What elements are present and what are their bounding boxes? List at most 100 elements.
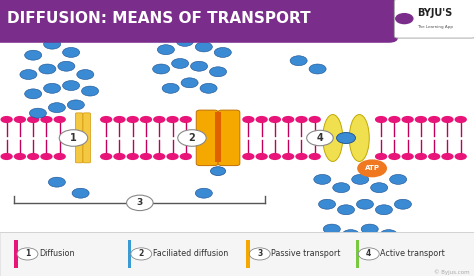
Text: The Learning App: The Learning App — [417, 25, 453, 29]
Circle shape — [48, 103, 65, 113]
Circle shape — [59, 130, 88, 146]
Circle shape — [82, 86, 99, 96]
FancyBboxPatch shape — [394, 0, 474, 38]
Text: 4: 4 — [366, 250, 372, 258]
Circle shape — [282, 116, 294, 123]
Circle shape — [153, 116, 165, 123]
FancyBboxPatch shape — [83, 113, 91, 163]
Circle shape — [72, 188, 89, 198]
Ellipse shape — [323, 115, 343, 161]
Circle shape — [390, 174, 407, 184]
Circle shape — [63, 81, 80, 91]
Circle shape — [371, 183, 388, 193]
Text: Diffusion: Diffusion — [39, 250, 74, 258]
Circle shape — [127, 116, 139, 123]
Text: 3: 3 — [257, 250, 263, 258]
Bar — [14, 240, 18, 268]
Bar — [356, 240, 359, 268]
Circle shape — [394, 199, 411, 209]
Circle shape — [210, 67, 227, 77]
Circle shape — [441, 153, 454, 160]
Circle shape — [307, 130, 333, 146]
Circle shape — [255, 116, 268, 123]
Circle shape — [100, 153, 112, 160]
Circle shape — [172, 59, 189, 68]
Circle shape — [356, 199, 374, 209]
Circle shape — [195, 188, 212, 198]
Circle shape — [210, 167, 226, 176]
Circle shape — [214, 47, 231, 57]
Circle shape — [333, 183, 350, 193]
Circle shape — [309, 116, 321, 123]
Circle shape — [166, 116, 179, 123]
Circle shape — [181, 78, 198, 88]
Text: Faciliated diffusion: Faciliated diffusion — [153, 250, 228, 258]
Circle shape — [20, 70, 37, 79]
Text: DIFFUSION: MEANS OF TRANSPORT: DIFFUSION: MEANS OF TRANSPORT — [7, 11, 311, 26]
Text: Active transport: Active transport — [380, 250, 445, 258]
Circle shape — [153, 64, 170, 74]
Circle shape — [153, 153, 165, 160]
Circle shape — [162, 83, 179, 93]
Circle shape — [54, 116, 66, 123]
FancyBboxPatch shape — [0, 0, 398, 43]
Circle shape — [100, 116, 112, 123]
Circle shape — [388, 153, 401, 160]
Circle shape — [14, 116, 26, 123]
Circle shape — [314, 174, 331, 184]
Circle shape — [249, 248, 270, 260]
Circle shape — [361, 224, 378, 234]
Circle shape — [428, 153, 440, 160]
Circle shape — [180, 153, 192, 160]
Text: © Byjus.com: © Byjus.com — [434, 269, 469, 275]
Circle shape — [290, 56, 307, 66]
FancyBboxPatch shape — [196, 110, 218, 166]
Bar — [0, 232, 474, 276]
Circle shape — [176, 36, 193, 46]
Circle shape — [140, 153, 152, 160]
Circle shape — [428, 116, 440, 123]
Circle shape — [25, 50, 42, 60]
Circle shape — [40, 153, 53, 160]
Circle shape — [131, 248, 152, 260]
Circle shape — [282, 153, 294, 160]
Circle shape — [157, 45, 174, 55]
Circle shape — [455, 153, 467, 160]
Circle shape — [375, 153, 387, 160]
Circle shape — [67, 100, 84, 110]
Circle shape — [396, 14, 413, 23]
Circle shape — [17, 248, 38, 260]
Circle shape — [269, 116, 281, 123]
Circle shape — [63, 47, 80, 57]
Circle shape — [14, 153, 26, 160]
Circle shape — [127, 153, 139, 160]
Circle shape — [200, 83, 217, 93]
Circle shape — [191, 61, 208, 71]
Circle shape — [0, 153, 13, 160]
Circle shape — [352, 174, 369, 184]
Bar — [128, 240, 131, 268]
Ellipse shape — [349, 115, 369, 161]
Text: 1: 1 — [25, 250, 30, 258]
FancyBboxPatch shape — [75, 113, 83, 163]
Circle shape — [166, 153, 179, 160]
Circle shape — [27, 153, 39, 160]
Circle shape — [380, 230, 397, 240]
Circle shape — [178, 130, 206, 146]
Circle shape — [44, 39, 61, 49]
Circle shape — [127, 195, 153, 211]
Circle shape — [309, 153, 321, 160]
Text: 3: 3 — [137, 198, 143, 207]
Circle shape — [455, 116, 467, 123]
Circle shape — [58, 61, 75, 71]
Text: 1: 1 — [70, 133, 77, 143]
Text: ATP: ATP — [365, 165, 380, 171]
Circle shape — [401, 153, 414, 160]
Circle shape — [337, 205, 355, 215]
Circle shape — [375, 116, 387, 123]
Circle shape — [358, 160, 386, 177]
Circle shape — [48, 177, 65, 187]
Circle shape — [77, 70, 94, 79]
Circle shape — [319, 199, 336, 209]
Circle shape — [358, 248, 379, 260]
